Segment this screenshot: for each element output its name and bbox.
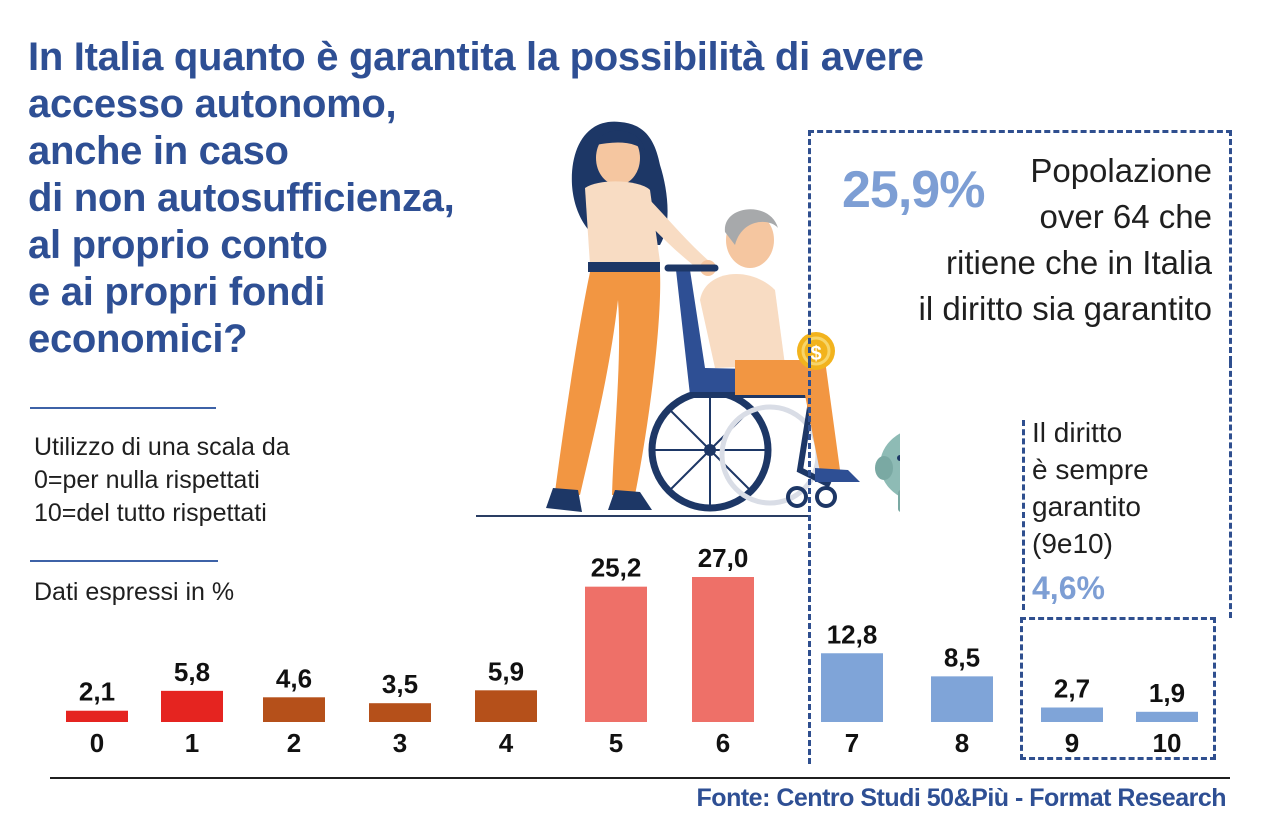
scale-note-line: 0=per nulla rispettati — [34, 466, 260, 494]
category-label-9: 9 — [1065, 728, 1079, 758]
scale-note-line: 10=del tutto rispettati — [34, 499, 267, 527]
elderly-woman-wheelchair-icon — [648, 209, 860, 512]
bar-2 — [263, 697, 325, 722]
title-line: di non autosufficienza, — [28, 176, 455, 220]
sub-highlight-line: è sempre — [1032, 454, 1149, 485]
sub-highlight-description: Il diritto è sempre garantito (9e10) — [1032, 414, 1149, 562]
value-label-6: 27,0 — [698, 543, 749, 573]
value-label-4: 5,9 — [488, 656, 524, 686]
sub-highlight-panel — [1020, 617, 1216, 760]
title-line: In Italia quanto è garantita la possibil… — [28, 35, 924, 79]
value-label-1: 5,8 — [174, 657, 210, 687]
illustration-ground — [476, 515, 809, 517]
title-line: economici? — [28, 317, 248, 361]
value-label-3: 3,5 — [382, 669, 418, 699]
source-note: Fonte: Centro Studi 50&Più - Format Rese… — [696, 784, 1227, 812]
category-label-6: 6 — [716, 728, 730, 758]
bar-7 — [821, 653, 883, 722]
category-label-8: 8 — [955, 728, 969, 758]
category-label-3: 3 — [393, 728, 407, 758]
panel-divider-right — [1229, 362, 1232, 618]
value-label-0: 2,1 — [79, 677, 115, 707]
caregiver-woman-icon — [546, 121, 716, 512]
highlight-panel — [808, 130, 1232, 362]
category-label-0: 0 — [90, 728, 104, 758]
highlight-line: over 64 che — [1039, 198, 1212, 235]
value-label-8: 8,5 — [944, 642, 980, 672]
category-label-7: 7 — [845, 728, 859, 758]
value-label-10: 1,9 — [1149, 678, 1185, 708]
title-line: accesso autonomo, — [28, 82, 397, 126]
panel-divider-left — [808, 362, 811, 764]
bar-3 — [369, 703, 431, 722]
bar-1 — [161, 690, 223, 722]
category-label-5: 5 — [609, 728, 623, 758]
highlight-description: Popolazione over 64 che ritiene che in I… — [919, 148, 1212, 332]
sub-panel-marker — [1022, 420, 1025, 610]
illustration: $ — [546, 121, 900, 512]
category-label-2: 2 — [287, 728, 301, 758]
value-label-5: 25,2 — [591, 553, 642, 583]
sub-highlight-line: garantito — [1032, 491, 1141, 522]
highlight-line: ritiene che in Italia — [946, 244, 1212, 281]
scale-note-line: Utilizzo di una scala da — [34, 433, 290, 461]
value-label-9: 2,7 — [1054, 674, 1090, 704]
sub-highlight-value: 4,6% — [1032, 570, 1105, 606]
title-line: anche in caso — [28, 129, 289, 173]
category-label-10: 10 — [1153, 728, 1182, 758]
category-label-4: 4 — [499, 728, 514, 758]
highlight-value: 25,9% — [842, 161, 985, 219]
chart-title: In Italia quanto è garantita la possibil… — [28, 34, 924, 363]
value-label-7: 12,8 — [827, 619, 878, 649]
category-label-1: 1 — [185, 728, 199, 758]
bar-0 — [66, 710, 128, 722]
highlight-line: il diritto sia garantito — [918, 290, 1212, 327]
bar-8 — [931, 676, 993, 722]
divider-top — [30, 407, 216, 409]
coin-icon: $ — [797, 332, 835, 370]
units-note: Dati espressi in % — [34, 578, 235, 606]
chart-baseline — [50, 777, 1230, 779]
bar-5 — [585, 586, 647, 722]
piggy-bank-icon — [875, 433, 900, 512]
value-label-2: 4,6 — [276, 663, 312, 693]
title-line: al proprio conto — [28, 223, 328, 267]
divider-middle — [30, 560, 218, 562]
bar-6 — [692, 577, 754, 722]
highlight-line: Popolazione — [1030, 152, 1212, 189]
title-line: e ai propri fondi — [28, 270, 326, 314]
svg-text:$: $ — [810, 343, 821, 365]
bar-9 — [1041, 707, 1103, 722]
sub-highlight-line: Il diritto — [1032, 417, 1123, 448]
bar-4 — [475, 690, 537, 722]
sub-highlight-line: (9e10) — [1032, 528, 1113, 559]
bar-10 — [1136, 711, 1198, 722]
scale-note: Utilizzo di una scala da 0=per nulla ris… — [34, 431, 290, 530]
